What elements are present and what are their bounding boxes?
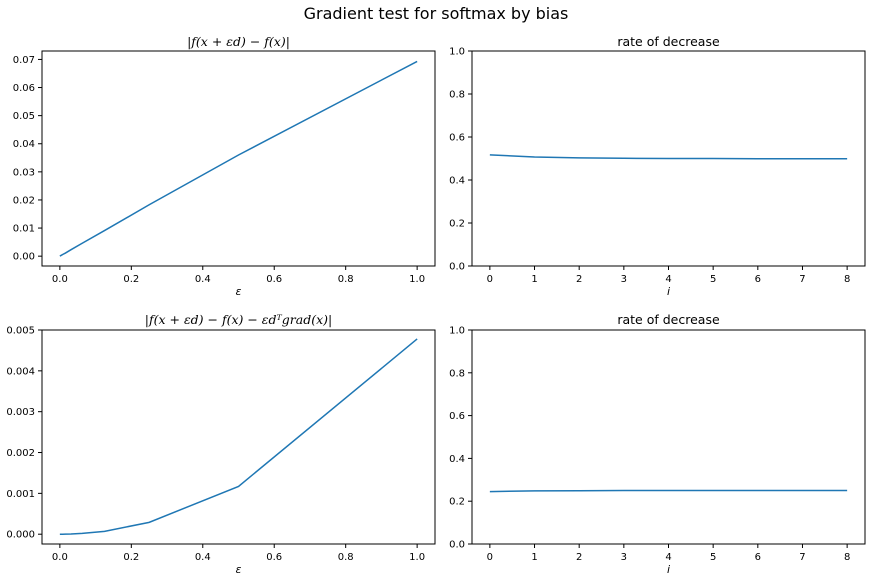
subplot-abs-diff-xtick-label: 0.0 [52, 274, 68, 285]
subplot-rate-top-xtick-label: 4 [665, 274, 671, 285]
subplot-rate-top-xtick-label: 1 [531, 274, 537, 285]
subplot-rate-bottom-xtick-label: 2 [576, 552, 582, 563]
subplot-rate-top-xtick-label: 7 [799, 274, 805, 285]
subplot-rate-bottom-xtick-label: 4 [665, 552, 671, 563]
subplot-abs-diff-xtick-label: 0.2 [123, 274, 139, 285]
subplot-abs-diff-xlabel: ε [236, 285, 242, 298]
subplot-taylor-diff-ytick-label: 0.005 [6, 326, 35, 337]
subplot-rate-bottom-ytick-label: 0.6 [449, 411, 465, 422]
subplot-rate-bottom-ticks: 0 1 2 3 4 5 6 7 8 0.0 0.2 0.4 0.6 0.8 1.0 [449, 326, 850, 564]
subplot-taylor-diff-ytick-label: 0.003 [6, 407, 35, 418]
subplot-rate-bottom-xtick-label: 1 [531, 552, 537, 563]
subplot-rate-top-xtick-label: 6 [755, 274, 761, 285]
subplot-abs-diff-frame [41, 50, 436, 267]
subplot-rate-bottom-frame [471, 329, 866, 545]
subplot-rate-top-xtick-label: 0 [487, 274, 493, 285]
subplot-taylor-diff-xlabel: ε [236, 563, 242, 576]
subplot-taylor-diff-ytick-label: 0.001 [6, 489, 35, 500]
subplot-rate-bottom-xlabel: i [667, 563, 670, 576]
subplot-taylor-diff-ytick-label: 0.000 [6, 530, 35, 541]
subplot-rate-bottom-ytick-label: 0.8 [449, 368, 465, 379]
subplot-taylor-diff-xtick-label: 1.0 [409, 552, 425, 563]
subplot-rate-bottom-ytick-label: 0.4 [449, 454, 465, 465]
subplot-taylor-diff: |f(x + εd) − f(x) − εdᵀgrad(x)| ε 0.0 0.2… [6, 312, 436, 576]
subplot-abs-diff-ytick-label: 0.04 [13, 139, 35, 150]
subplot-rate-top-ytick-label: 0.6 [449, 133, 465, 144]
subplot-rate-top-ytick-label: 0.2 [449, 219, 465, 230]
subplot-abs-diff-ytick-label: 0.03 [13, 167, 35, 178]
subplot-abs-diff-xtick-label: 0.8 [338, 274, 354, 285]
subplot-rate-top-ytick-label: 0.0 [449, 262, 465, 273]
subplot-rate-bottom-ytick-label: 1.0 [449, 326, 465, 337]
subplot-rate-bottom-xtick-label: 3 [621, 552, 627, 563]
subplot-rate-bottom-xtick-label: 7 [799, 552, 805, 563]
subplot-rate-bottom: rate of decrease i 0 1 2 3 4 5 6 7 8 0.0 0.2 0.4 0.6… [449, 312, 866, 576]
subplot-taylor-diff-xtick-label: 0.0 [52, 552, 68, 563]
subplot-rate-bottom-ytick-label: 0.2 [449, 497, 465, 508]
subplot-abs-diff-ytick-label: 0.01 [13, 224, 35, 235]
subplot-abs-diff-ytick-label: 0.02 [13, 195, 35, 206]
subplot-taylor-diff-ytick-label: 0.004 [6, 366, 35, 377]
figure-suptitle: Gradient test for softmax by bias [304, 4, 569, 23]
subplot-rate-bottom-xtick-label: 5 [710, 552, 716, 563]
subplot-taylor-diff-line [59, 338, 418, 535]
subplot-abs-diff-ytick-label: 0.05 [13, 111, 35, 122]
subplot-rate-top-xlabel: i [667, 285, 670, 298]
subplot-rate-top-xtick-label: 5 [710, 274, 716, 285]
subplot-taylor-diff-xtick-label: 0.4 [195, 552, 211, 563]
subplot-taylor-diff-ytick-label: 0.002 [6, 448, 35, 459]
subplot-taylor-diff-title: |f(x + εd) − f(x) − εdᵀgrad(x)| [145, 312, 332, 327]
subplot-abs-diff: |f(x + εd) − f(x)| ε 0.0 0.2 0.4 0.6 0.8 1.00… [13, 34, 436, 298]
subplot-abs-diff-xtick-label: 1.0 [409, 274, 425, 285]
subplot-rate-bottom-xtick-label: 6 [755, 552, 761, 563]
subplot-abs-diff-ticks: 0.0 0.2 0.4 0.6 0.8 1.0 0.00 0.01 0.02 0.03 0.04 0.… [13, 55, 425, 285]
subplot-abs-diff-xtick-label: 0.6 [266, 274, 282, 285]
subplot-rate-top-xtick-label: 3 [621, 274, 627, 285]
subplot-rate-bottom-xtick-label: 0 [487, 552, 493, 563]
subplot-taylor-diff-ticks: 0.0 0.2 0.4 0.6 0.8 1.0 0.000 0.001 0.002 0.003 0.… [6, 326, 425, 564]
subplot-rate-bottom-ytick-label: 0.0 [449, 540, 465, 551]
subplot-abs-diff-title: |f(x + εd) − f(x)| [187, 34, 290, 49]
subplot-rate-top-ytick-label: 0.4 [449, 176, 465, 187]
subplot-rate-top-title: rate of decrease [617, 34, 720, 49]
subplot-abs-diff-line [59, 60, 418, 257]
subplot-rate-top-line [489, 154, 848, 160]
subplot-rate-top-xtick-label: 8 [844, 274, 850, 285]
subplot-taylor-diff-xtick-label: 0.6 [266, 552, 282, 563]
subplot-rate-top: rate of decrease i 0 1 2 3 4 5 6 7 8 0.0 0.2 0.4 0.6… [449, 34, 866, 298]
subplot-abs-diff-ytick-label: 0.07 [13, 55, 35, 66]
subplot-rate-bottom-xtick-label: 8 [844, 552, 850, 563]
subplot-taylor-diff-xtick-label: 0.8 [338, 552, 354, 563]
subplot-rate-top-xtick-label: 2 [576, 274, 582, 285]
subplot-taylor-diff-xtick-label: 0.2 [123, 552, 139, 563]
subplot-abs-diff-ytick-label: 0.00 [13, 252, 35, 263]
subplot-rate-top-ytick-label: 0.8 [449, 90, 465, 101]
subplot-taylor-diff-frame [41, 329, 436, 545]
subplot-rate-bottom-title: rate of decrease [617, 312, 720, 327]
subplot-rate-top-ticks: 0 1 2 3 4 5 6 7 8 0.0 0.2 0.4 0.6 0.8 1.0 [449, 47, 850, 286]
subplot-abs-diff-ytick-label: 0.06 [13, 83, 35, 94]
subplot-abs-diff-xtick-label: 0.4 [195, 274, 211, 285]
subplot-rate-bottom-line [489, 489, 848, 493]
subplot-rate-top-ytick-label: 1.0 [449, 47, 465, 58]
